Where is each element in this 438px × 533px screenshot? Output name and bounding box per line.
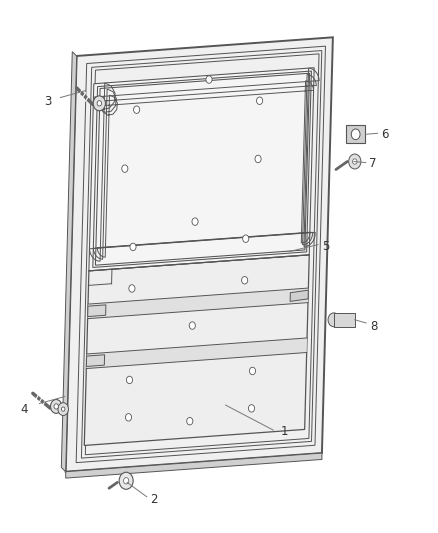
Circle shape — [122, 165, 128, 172]
Polygon shape — [66, 453, 322, 478]
Circle shape — [61, 407, 65, 411]
Circle shape — [353, 159, 357, 164]
Circle shape — [242, 277, 248, 284]
Circle shape — [97, 101, 102, 106]
Circle shape — [328, 313, 339, 327]
Circle shape — [54, 404, 58, 409]
Text: 5: 5 — [322, 240, 329, 253]
Circle shape — [93, 96, 106, 111]
Bar — [346, 125, 365, 143]
Circle shape — [119, 472, 133, 489]
Bar — [334, 313, 355, 327]
Circle shape — [255, 155, 261, 163]
Circle shape — [248, 405, 254, 412]
Polygon shape — [89, 68, 314, 271]
Polygon shape — [86, 355, 105, 367]
Polygon shape — [86, 338, 307, 368]
Circle shape — [124, 478, 129, 484]
Circle shape — [249, 367, 255, 375]
Circle shape — [127, 376, 133, 384]
Circle shape — [257, 97, 263, 104]
Circle shape — [189, 322, 195, 329]
Circle shape — [192, 218, 198, 225]
Text: 6: 6 — [381, 128, 389, 141]
Circle shape — [129, 285, 135, 292]
Polygon shape — [290, 290, 308, 302]
Text: 4: 4 — [21, 403, 28, 416]
Circle shape — [243, 235, 249, 243]
Text: 2: 2 — [150, 494, 157, 506]
Circle shape — [50, 400, 62, 414]
Circle shape — [130, 243, 136, 251]
Text: 1: 1 — [280, 425, 288, 438]
Polygon shape — [84, 255, 309, 446]
Text: 7: 7 — [369, 157, 377, 170]
Polygon shape — [88, 305, 106, 317]
Text: 8: 8 — [370, 320, 378, 333]
Text: 3: 3 — [44, 95, 51, 108]
Polygon shape — [66, 37, 333, 472]
Circle shape — [58, 403, 68, 416]
Circle shape — [187, 417, 193, 425]
Circle shape — [206, 76, 212, 83]
Polygon shape — [88, 288, 308, 319]
Circle shape — [134, 106, 140, 114]
Polygon shape — [61, 52, 77, 472]
Circle shape — [349, 154, 361, 169]
Circle shape — [351, 129, 360, 140]
Circle shape — [125, 414, 131, 421]
